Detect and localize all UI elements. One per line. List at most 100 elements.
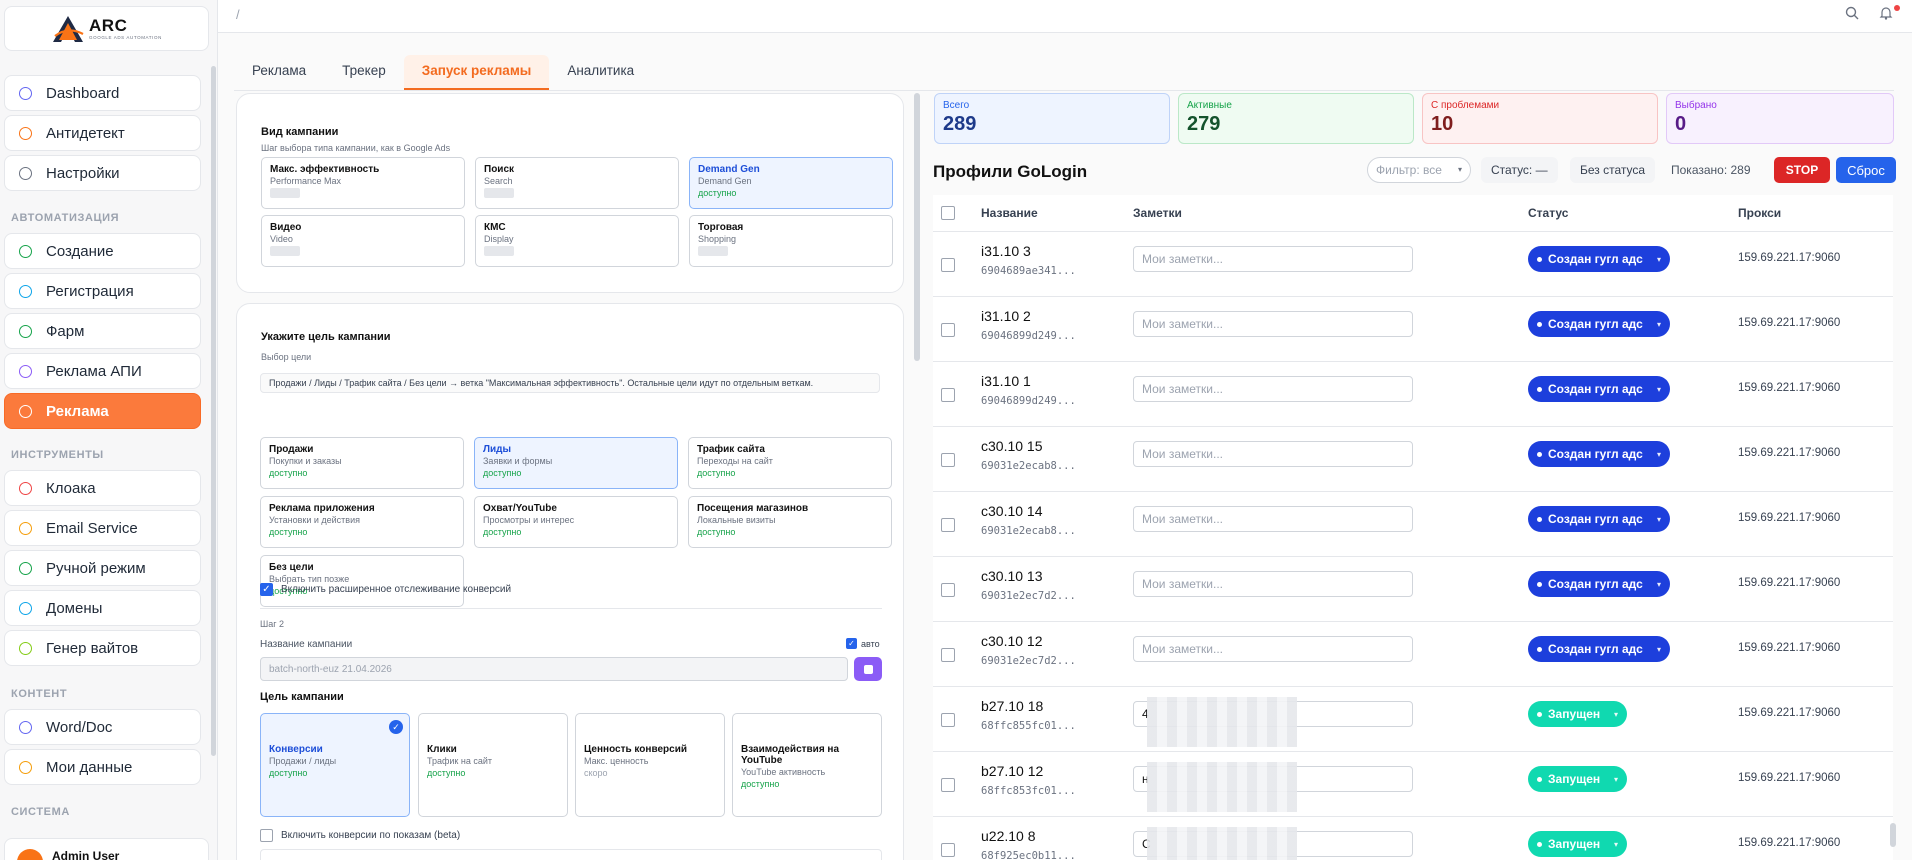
- sidebar-item[interactable]: Регистрация: [4, 273, 201, 309]
- sidebar-item[interactable]: Реклама: [4, 393, 201, 429]
- user-card[interactable]: Admin User: [4, 838, 209, 860]
- status-badge[interactable]: Создан гугл адс ▾: [1528, 506, 1670, 532]
- profile-name[interactable]: i31.10 1: [981, 373, 1031, 389]
- row-checkbox[interactable]: [941, 323, 955, 337]
- campaign-type-option[interactable]: Demand Gen Demand Gen доступно: [689, 157, 893, 209]
- sidebar-item[interactable]: Dashboard: [4, 75, 201, 111]
- row-checkbox[interactable]: [941, 388, 955, 402]
- goal-card[interactable]: Ценность конверсий Макс. ценность скоро: [575, 713, 725, 817]
- notes-input[interactable]: Мои заметки...: [1133, 376, 1413, 402]
- campaign-goal-option[interactable]: Трафик сайта Переходы на сайт доступно: [688, 437, 892, 489]
- col-proxy[interactable]: Прокси: [1738, 206, 1782, 220]
- view-conv-row[interactable]: Включить конверсии по показам (beta): [260, 829, 460, 842]
- profile-name[interactable]: c30.10 14: [981, 503, 1043, 519]
- row-checkbox[interactable]: [941, 648, 955, 662]
- sidebar-item[interactable]: Домены: [4, 590, 201, 626]
- filter-select[interactable]: Фильтр: все ▾: [1367, 157, 1471, 183]
- notes-input[interactable]: Мои заметки...: [1133, 571, 1413, 597]
- row-checkbox[interactable]: [941, 258, 955, 272]
- row-checkbox[interactable]: [941, 713, 955, 727]
- table-row[interactable]: c30.10 13 69031e2ec7d2... Мои заметки... Со…: [933, 556, 1893, 621]
- status-badge[interactable]: Создан гугл адс ▾: [1528, 311, 1670, 337]
- auto-name-checkbox[interactable]: ✓: [846, 638, 857, 649]
- view-conv-checkbox[interactable]: [260, 829, 273, 842]
- tab-analytics[interactable]: Аналитика: [567, 63, 635, 78]
- campaign-type-option[interactable]: КМС Display: [475, 215, 679, 267]
- col-notes[interactable]: Заметки: [1133, 206, 1182, 220]
- bell-icon[interactable]: [1879, 6, 1893, 23]
- logo[interactable]: ARC GOOGLE ADS AUTOMATION: [4, 6, 209, 51]
- sidebar-item[interactable]: Ручной режим: [4, 550, 201, 586]
- table-row[interactable]: b27.10 18 68ffc855fc01... 4 Запущен ▾ 159.69.…: [933, 686, 1893, 751]
- row-checkbox[interactable]: [941, 778, 955, 792]
- no-status-pill[interactable]: Без статуса: [1570, 157, 1656, 183]
- search-icon[interactable]: [1845, 6, 1859, 23]
- stop-button[interactable]: STOP: [1774, 157, 1830, 183]
- goal-card[interactable]: ✓ Конверсии Продажи / лиды доступно: [260, 713, 410, 817]
- select-all-checkbox[interactable]: [941, 206, 955, 220]
- campaign-goal-option[interactable]: Охват/YouTube Просмотры и интерес доступно: [474, 496, 678, 548]
- status-badge[interactable]: Создан гугл адс ▾: [1528, 571, 1670, 597]
- profile-name[interactable]: c30.10 13: [981, 568, 1043, 584]
- reset-button[interactable]: Сброс: [1836, 157, 1896, 183]
- status-badge[interactable]: Запущен ▾: [1528, 766, 1627, 792]
- status-badge[interactable]: Запущен ▾: [1528, 701, 1627, 727]
- sidebar-item[interactable]: Создание: [4, 233, 201, 269]
- table-row[interactable]: i31.10 2 69046899d249... Мои заметки... Соз…: [933, 296, 1893, 361]
- profile-name[interactable]: i31.10 2: [981, 308, 1031, 324]
- breadcrumb[interactable]: /: [236, 7, 240, 22]
- campaign-goal-option[interactable]: Лиды Заявки и формы доступно: [474, 437, 678, 489]
- table-row[interactable]: b27.10 12 68ffc853fc01... н Запущен ▾ 159.69.…: [933, 751, 1893, 816]
- profile-name[interactable]: u22.10 8: [981, 828, 1036, 844]
- notes-input[interactable]: Мои заметки...: [1133, 636, 1413, 662]
- status-filter-pill[interactable]: Статус: —: [1481, 157, 1558, 183]
- campaign-goal-option[interactable]: Реклама приложения Установки и действия до…: [260, 496, 464, 548]
- goal-card[interactable]: Взаимодействия на YouTube YouTube активно…: [732, 713, 882, 817]
- tab-tracker[interactable]: Трекер: [342, 63, 386, 78]
- status-badge[interactable]: Создан гугл адс ▾: [1528, 246, 1670, 272]
- generate-name-button[interactable]: [854, 657, 882, 681]
- campaign-goal-option[interactable]: Посещения магазинов Локальные визиты досту…: [688, 496, 892, 548]
- profile-name[interactable]: c30.10 15: [981, 438, 1043, 454]
- profile-name[interactable]: b27.10 18: [981, 698, 1044, 714]
- campaign-type-option[interactable]: Макс. эффективность Performance Max: [261, 157, 465, 209]
- notes-input[interactable]: Мои заметки...: [1133, 506, 1413, 532]
- sidebar-item[interactable]: Мои данные: [4, 749, 201, 785]
- table-row[interactable]: u22.10 868f925ec0b11...СЗапущен▾159.69.2…: [933, 816, 1893, 860]
- sidebar-item[interactable]: Настройки: [4, 155, 201, 191]
- row-checkbox[interactable]: [941, 843, 955, 857]
- campaign-name-input[interactable]: [260, 657, 848, 681]
- sidebar-scrollbar[interactable]: [211, 66, 216, 756]
- table-scrollbar[interactable]: [1890, 823, 1896, 847]
- ext-tracking-checkbox[interactable]: ✓: [260, 583, 273, 596]
- status-badge[interactable]: Создан гугл адс ▾: [1528, 636, 1670, 662]
- profile-name[interactable]: c30.10 12: [981, 633, 1043, 649]
- row-checkbox[interactable]: [941, 583, 955, 597]
- campaign-goal-option[interactable]: Продажи Покупки и заказы доступно: [260, 437, 464, 489]
- campaign-type-option[interactable]: Видео Video: [261, 215, 465, 267]
- col-name[interactable]: Название: [981, 206, 1038, 220]
- table-row[interactable]: c30.10 12 69031e2ec7d2... Мои заметки... Со…: [933, 621, 1893, 686]
- table-row[interactable]: c30.10 14 69031e2ecab8... Мои заметки... Со…: [933, 491, 1893, 556]
- tab-launch-ads[interactable]: Запуск рекламы: [403, 55, 550, 90]
- profile-name[interactable]: b27.10 12: [981, 763, 1044, 779]
- sidebar-item[interactable]: Генер вайтов: [4, 630, 201, 666]
- auto-name-row[interactable]: ✓ авто: [846, 638, 880, 649]
- notes-input[interactable]: Мои заметки...: [1133, 441, 1413, 467]
- table-row[interactable]: c30.10 15 69031e2ecab8... Мои заметки... Со…: [933, 426, 1893, 491]
- status-badge[interactable]: Создан гугл адс ▾: [1528, 376, 1670, 402]
- notes-input[interactable]: Мои заметки...: [1133, 311, 1413, 337]
- sidebar-item[interactable]: Реклама АПИ: [4, 353, 201, 389]
- row-checkbox[interactable]: [941, 453, 955, 467]
- table-row[interactable]: i31.10 3 6904689ae341... Мои заметки... Соз…: [933, 231, 1893, 296]
- sidebar-item[interactable]: Антидетект: [4, 115, 201, 151]
- sidebar-item[interactable]: Клоака: [4, 470, 201, 506]
- status-badge[interactable]: Создан гугл адс ▾: [1528, 441, 1670, 467]
- sidebar-item[interactable]: Фарм: [4, 313, 201, 349]
- status-badge[interactable]: Запущен ▾: [1528, 831, 1627, 857]
- sidebar-item[interactable]: Email Service: [4, 510, 201, 546]
- col-status[interactable]: Статус: [1528, 206, 1569, 220]
- tab-ads[interactable]: Реклама: [252, 63, 307, 78]
- ext-tracking-row[interactable]: ✓ Включить расширенное отслеживание конв…: [260, 583, 511, 596]
- table-row[interactable]: i31.10 1 69046899d249... Мои заметки... Соз…: [933, 361, 1893, 426]
